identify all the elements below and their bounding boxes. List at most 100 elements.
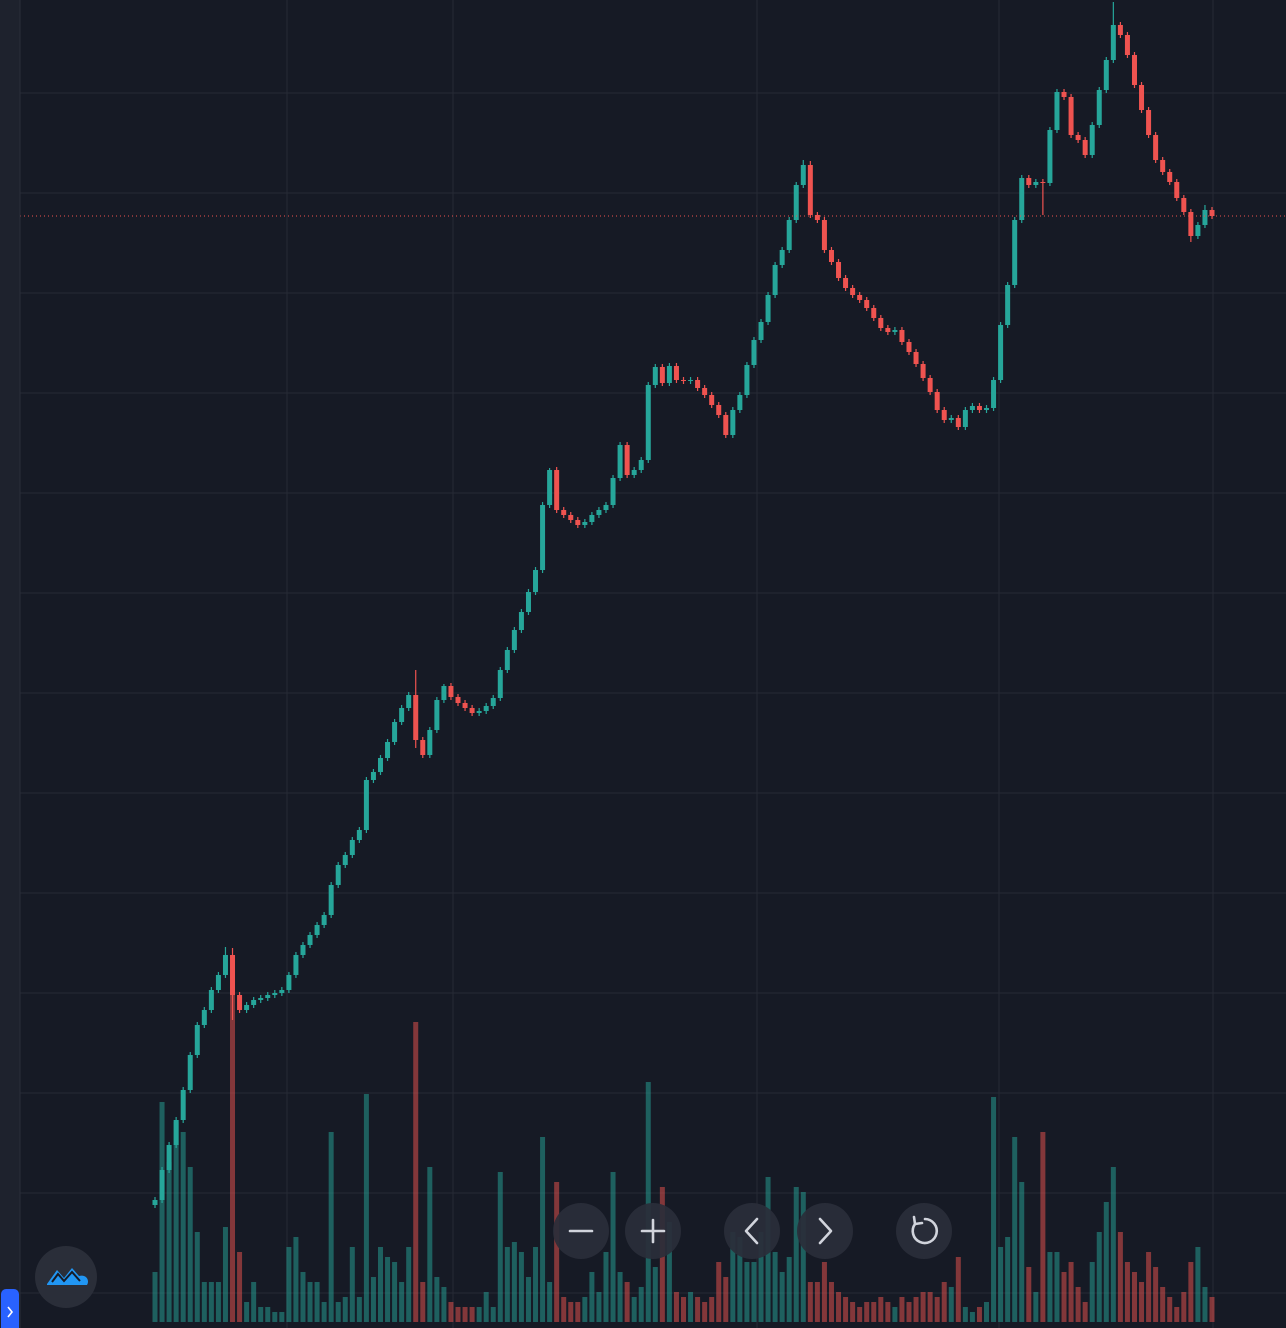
candle-body [377,758,383,772]
volume-bar [786,1257,792,1322]
candle-body [448,686,454,697]
volume-bar [293,1237,299,1322]
candle-body [413,695,419,740]
candle-body [483,706,489,711]
volume-bar [751,1262,757,1322]
volume-bar [1131,1272,1137,1322]
candle-body [1075,135,1081,140]
candle-body [258,998,264,1000]
volume-bar [843,1297,849,1322]
scroll-left-button[interactable] [724,1203,780,1259]
volume-bar [230,992,236,1322]
zoom-in-button[interactable] [625,1203,681,1259]
zoom-out-button[interactable] [553,1203,609,1259]
candle-body [547,470,553,505]
candle-body [518,612,524,630]
sidebar-toggle[interactable] [1,1289,19,1328]
candle-body [1054,92,1060,130]
candle-body [575,520,581,525]
volume-bar [864,1302,870,1322]
volume-bar [166,1162,172,1322]
volume-bar [596,1292,602,1322]
volume-bar [335,1302,341,1322]
volume-bar [385,1257,391,1322]
logo-button[interactable] [35,1246,97,1308]
candle-body [363,780,369,830]
volume-bar [547,1282,553,1322]
volume-bar [927,1292,933,1322]
volume-bar [617,1272,623,1322]
volume-bar [709,1297,715,1322]
candle-body [335,865,341,885]
candle-body [723,415,729,435]
candle-body [624,445,630,475]
volume-bar [836,1292,842,1322]
candle-body [504,650,510,670]
candle-body [230,955,236,995]
candle-body [892,330,898,332]
candle-body [152,1200,158,1205]
volume-bar [152,1272,158,1322]
volume-bar [645,1082,651,1322]
volume-bar [892,1307,898,1322]
candle-body [244,1005,250,1010]
volume-bar [525,1277,531,1322]
candle-body [272,993,278,995]
volume-bar [300,1272,306,1322]
candle-body [1117,25,1123,35]
candle-body [807,165,813,215]
candle-body [279,990,285,993]
button-circle[interactable] [896,1203,952,1259]
toggle-chevron [7,1306,14,1318]
volume-bar [1153,1267,1159,1322]
volume-bar [328,1132,334,1322]
volume-bar [540,1137,546,1322]
volume-bar [1202,1287,1208,1322]
volume-bar [758,1232,764,1322]
volume-bar [286,1247,292,1322]
button-circle[interactable] [797,1203,853,1259]
candle-body [582,522,588,525]
candle-body [462,703,468,708]
candle-body [793,185,799,220]
candle-body [1160,160,1166,172]
volume-bar [934,1297,940,1322]
volume-bar [1117,1232,1123,1322]
volume-bar [1061,1272,1067,1322]
candle-body [673,366,679,380]
candle-body [850,288,856,295]
candle-body [857,295,863,300]
volume-bar [441,1287,447,1322]
candle-body [194,1025,200,1055]
candle-body [610,478,616,505]
candle-body [596,510,602,515]
volume-bar [511,1242,517,1322]
candle-body [645,385,651,460]
candle-body [631,470,637,475]
volume-bar [533,1247,539,1322]
volume-bar [652,1267,658,1322]
candle-body [1139,85,1145,110]
candle-body [1082,140,1088,155]
candle-body [420,740,426,755]
volume-bar [906,1302,912,1322]
volume-bar [800,1192,806,1322]
candle-body [934,392,940,410]
candle-body [455,697,461,703]
volume-bar [589,1272,595,1322]
scroll-right-button[interactable] [797,1203,853,1259]
volume-bar [1188,1262,1194,1322]
candle-body [1153,135,1159,160]
volume-bar [356,1297,362,1322]
volume-bar [434,1277,440,1322]
candle-body [991,380,997,408]
reset-button[interactable] [896,1203,952,1259]
button-circle[interactable] [724,1203,780,1259]
volume-bar [962,1307,968,1322]
volume-bar [201,1282,207,1322]
volume-bar [1139,1282,1145,1322]
volume-bar [1019,1182,1025,1322]
candle-body [836,262,842,278]
candle-body [1103,60,1109,90]
volume-bar [716,1262,722,1322]
